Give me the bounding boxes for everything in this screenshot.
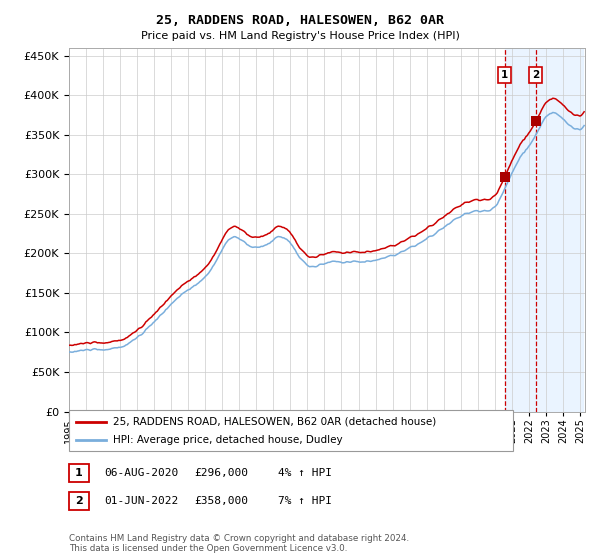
Text: £296,000: £296,000 (194, 468, 248, 478)
Text: 01-JUN-2022: 01-JUN-2022 (104, 496, 178, 506)
Bar (505, 48, 583, 412)
Text: 25, RADDENS ROAD, HALESOWEN, B62 0AR: 25, RADDENS ROAD, HALESOWEN, B62 0AR (156, 14, 444, 27)
Text: 4% ↑ HPI: 4% ↑ HPI (278, 468, 332, 478)
Text: 25, RADDENS ROAD, HALESOWEN, B62 0AR (detached house): 25, RADDENS ROAD, HALESOWEN, B62 0AR (de… (113, 417, 437, 427)
Text: HPI: Average price, detached house, Dudley: HPI: Average price, detached house, Dudl… (113, 435, 343, 445)
Text: 06-AUG-2020: 06-AUG-2020 (104, 468, 178, 478)
Text: £358,000: £358,000 (194, 496, 248, 506)
Text: 7% ↑ HPI: 7% ↑ HPI (278, 496, 332, 506)
Text: 2: 2 (75, 496, 83, 506)
Text: 2: 2 (532, 71, 539, 80)
Text: 1: 1 (501, 71, 508, 80)
Text: 1: 1 (75, 468, 83, 478)
Text: Contains HM Land Registry data © Crown copyright and database right 2024.
This d: Contains HM Land Registry data © Crown c… (69, 534, 409, 553)
Text: Price paid vs. HM Land Registry's House Price Index (HPI): Price paid vs. HM Land Registry's House … (140, 31, 460, 41)
